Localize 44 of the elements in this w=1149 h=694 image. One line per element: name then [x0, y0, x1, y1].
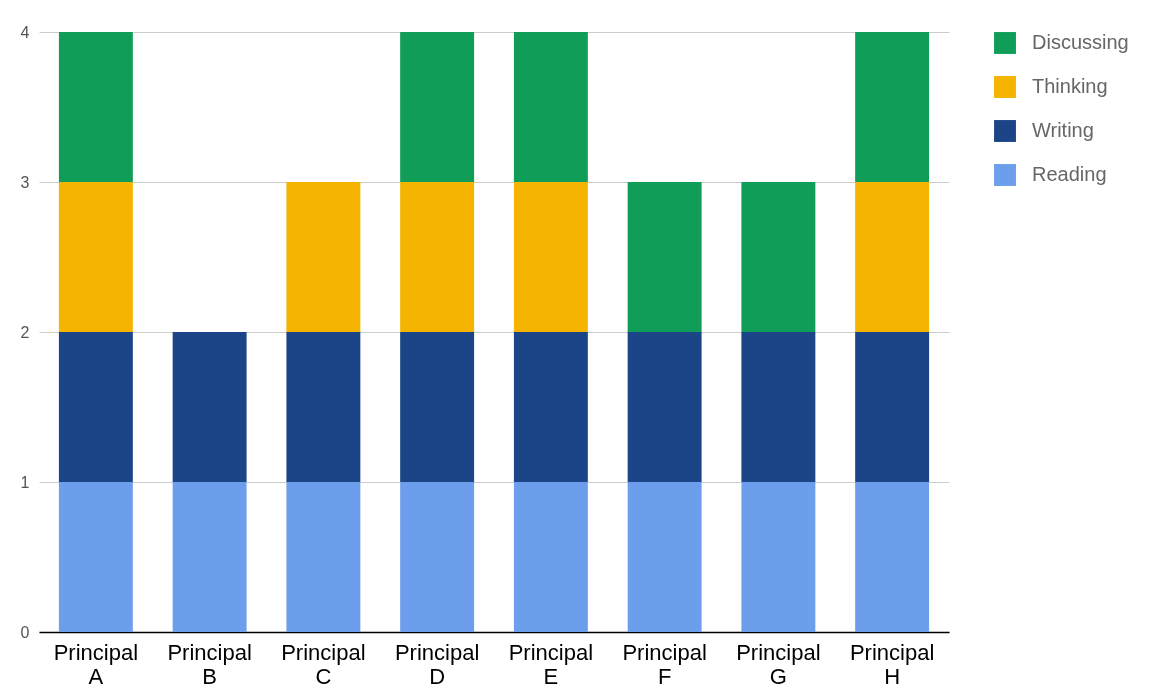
y-tick-label: 1 — [20, 473, 30, 491]
bar — [58, 182, 133, 332]
bar — [286, 482, 361, 632]
legend-label: Thinking — [1032, 75, 1108, 97]
y-tick-label: 0 — [20, 623, 30, 641]
legend-label: Discussing — [1032, 31, 1129, 53]
x-tick-label: Principal H — [849, 639, 935, 689]
x-tick-label: Principal A — [53, 639, 139, 689]
bar — [172, 332, 247, 482]
bar — [286, 332, 361, 482]
y-tick-label: 4 — [20, 23, 30, 41]
bar — [855, 182, 930, 332]
bar — [627, 332, 702, 482]
y-tick-label: 2 — [20, 323, 30, 341]
x-tick-label: Principal F — [622, 639, 707, 689]
bar — [172, 482, 247, 632]
bar — [400, 182, 475, 332]
bar — [400, 332, 475, 482]
bar — [855, 332, 930, 482]
x-tick-label: Principal B — [167, 639, 252, 689]
bar — [741, 332, 816, 482]
bar — [513, 482, 588, 632]
y-tick-label: 3 — [20, 173, 30, 191]
legend-label: Writing — [1032, 119, 1094, 141]
bar — [286, 182, 361, 332]
bar — [400, 32, 475, 182]
bar — [627, 482, 702, 632]
bar — [627, 182, 702, 332]
bar — [513, 332, 588, 482]
bar — [855, 482, 930, 632]
bar — [400, 482, 475, 632]
x-tick-label: Principal E — [508, 639, 594, 689]
bar — [58, 482, 133, 632]
bar — [513, 32, 588, 182]
x-tick-label: Principal G — [736, 639, 821, 689]
bar — [58, 32, 133, 182]
bar — [741, 182, 816, 332]
x-tick-label: Principal C — [281, 639, 366, 689]
bar — [58, 332, 133, 482]
legend-label: Reading — [1032, 163, 1107, 185]
bar — [513, 182, 588, 332]
bar — [855, 32, 930, 182]
x-tick-label: Principal D — [394, 639, 480, 689]
bar — [741, 482, 816, 632]
